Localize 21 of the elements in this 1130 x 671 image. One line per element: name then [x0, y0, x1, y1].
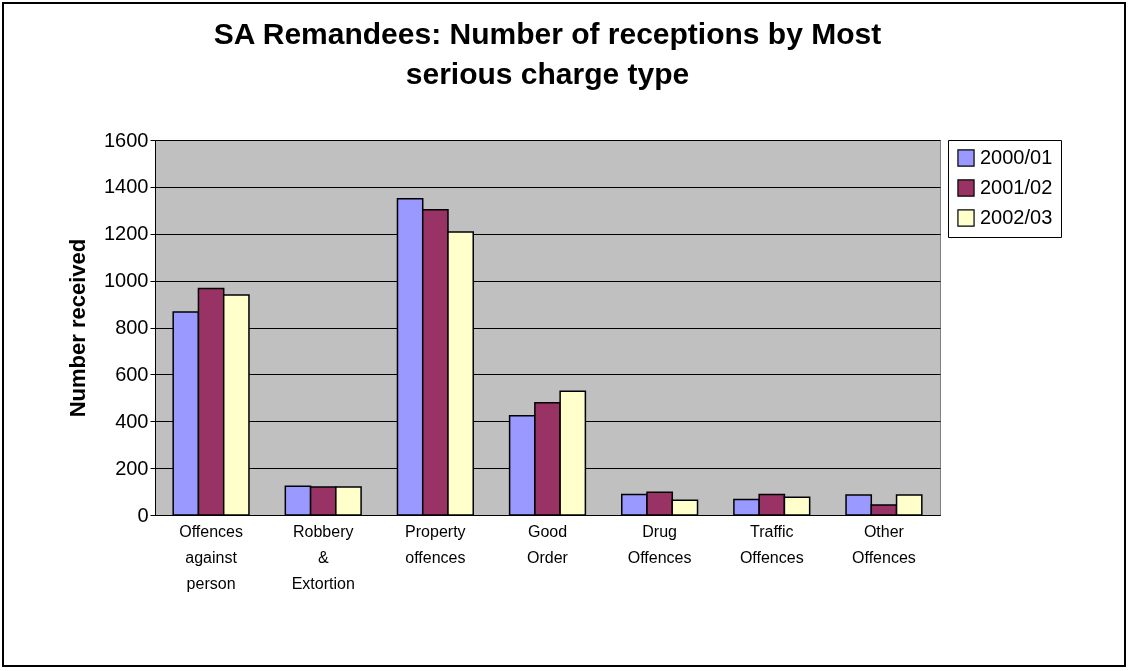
y-tick-label: 400 — [115, 409, 149, 432]
legend-label: 2001/02 — [980, 176, 1053, 198]
x-tick-label: Drug Offences — [627, 522, 692, 566]
x-tick-label: Offences against person — [179, 522, 243, 592]
y-tick-label: 1600 — [104, 128, 149, 151]
y-tick-label: 1400 — [104, 175, 149, 198]
x-tick-label: Good Order — [527, 522, 569, 566]
legend-label: 2000/01 — [980, 146, 1053, 168]
y-tick-label: 600 — [115, 362, 149, 385]
legend-label: 2002/03 — [980, 206, 1053, 228]
y-tick-label: 200 — [115, 456, 149, 479]
y-tick-label: 1000 — [104, 269, 149, 292]
x-tick-label: Robbery & Extortion — [291, 522, 355, 592]
x-tick-label: Property offences — [405, 522, 466, 566]
y-tick-label: 0 — [137, 503, 149, 526]
x-tick-label: Other Offences — [852, 522, 916, 566]
y-tick-label: 1200 — [104, 222, 149, 245]
chart-title: SA Remandees: Number of receptions by Most serious charge type — [213, 17, 882, 90]
x-tick-label: Traffic Offences — [739, 522, 804, 566]
y-tick-label: 800 — [115, 316, 149, 338]
y-axis-title: Number received — [65, 238, 91, 418]
